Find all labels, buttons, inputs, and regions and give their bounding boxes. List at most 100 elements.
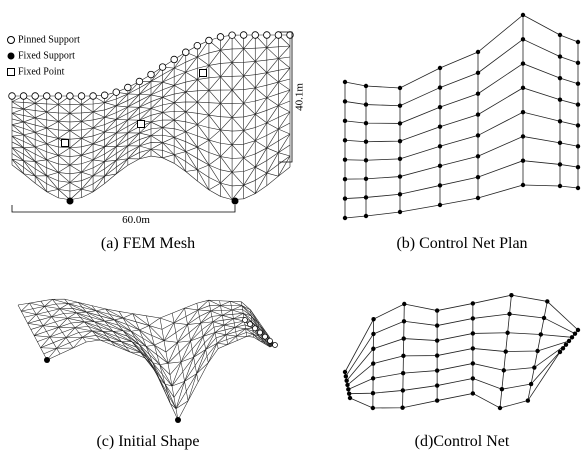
mesh-line [235,327,246,328]
mesh-line [278,46,290,59]
mesh-line [82,176,94,189]
mesh-line [70,182,82,189]
node [558,76,562,80]
pinned-support [67,93,74,100]
mesh-line [35,160,47,162]
mesh-line [220,301,228,345]
mesh-line [149,318,160,326]
mesh-line [163,155,175,158]
node [476,196,480,200]
mesh-line [47,155,59,159]
pinned-support [275,32,282,39]
node [438,105,442,109]
mesh-line [232,131,244,145]
node [558,350,562,354]
pinned-support [113,89,120,96]
mesh-line [151,95,163,97]
node [504,349,508,353]
mesh-line [186,102,198,112]
node [364,84,368,88]
mesh-line [116,106,128,107]
mesh-line [221,103,233,117]
mesh-line [82,189,94,192]
mesh-line [139,108,151,120]
node [576,102,580,106]
pinned-support [268,338,273,343]
mesh-line [24,161,36,162]
node [558,54,562,58]
node [398,157,402,161]
mesh-line [93,144,105,147]
mesh-line [114,318,123,320]
node [576,82,580,86]
mesh-line [47,121,59,127]
mesh-line [244,185,256,193]
node [435,368,439,372]
mesh-line [35,112,47,118]
mesh-line [186,152,198,170]
pinned-support [206,37,213,44]
fixed-point [200,70,207,77]
caption-a: (a) FEM Mesh [101,235,195,252]
mesh-line [60,304,69,309]
mesh-line [197,115,209,124]
mesh-line [52,317,68,318]
mesh-line [160,318,178,420]
mesh-line [255,141,267,148]
mesh-line [267,123,279,129]
mesh-line [201,311,211,323]
node [401,354,405,358]
mesh-line [151,122,163,127]
pinned-support [273,343,278,348]
mesh-line [44,306,59,308]
mesh-line [95,321,105,322]
mesh-line [93,128,105,132]
mesh-line [232,172,244,185]
mesh-line [82,121,94,128]
mesh-line [123,331,139,345]
pinned-support [159,64,166,71]
mesh-line [139,95,151,107]
mesh-line [345,185,578,218]
node [532,365,536,369]
mesh-line [164,341,178,343]
node [535,349,539,353]
mesh-line [105,133,117,147]
pinned-support [252,32,259,39]
node [564,342,568,346]
mesh-line [278,156,290,176]
pinned-support [171,56,178,63]
mesh-line [151,136,163,143]
mesh-line [116,94,128,106]
mesh-line [278,82,290,90]
legend-fixed-point: Fixed Point [18,66,65,77]
pinned-support [229,32,236,39]
mesh-line [168,362,181,363]
mesh-line [232,90,244,103]
mesh-line [50,337,66,338]
node [558,98,562,102]
node [558,162,562,166]
node [476,154,480,158]
mesh-line [278,59,290,68]
mesh-line [128,133,140,146]
node [343,158,347,162]
mesh-line [76,312,86,313]
node [400,406,404,410]
node [364,102,368,106]
mesh-line [186,125,198,132]
mesh-line [28,313,274,352]
node [371,376,375,380]
mesh-line [197,363,209,374]
node [438,203,442,207]
mesh-line [174,132,186,138]
mesh-line [105,106,117,117]
mesh-line [174,85,186,92]
mesh-line [178,341,191,342]
mesh-line [111,341,130,352]
mesh-line [267,48,279,59]
node [347,391,351,395]
node [476,92,480,96]
node [435,353,439,357]
mesh-line [116,133,128,147]
